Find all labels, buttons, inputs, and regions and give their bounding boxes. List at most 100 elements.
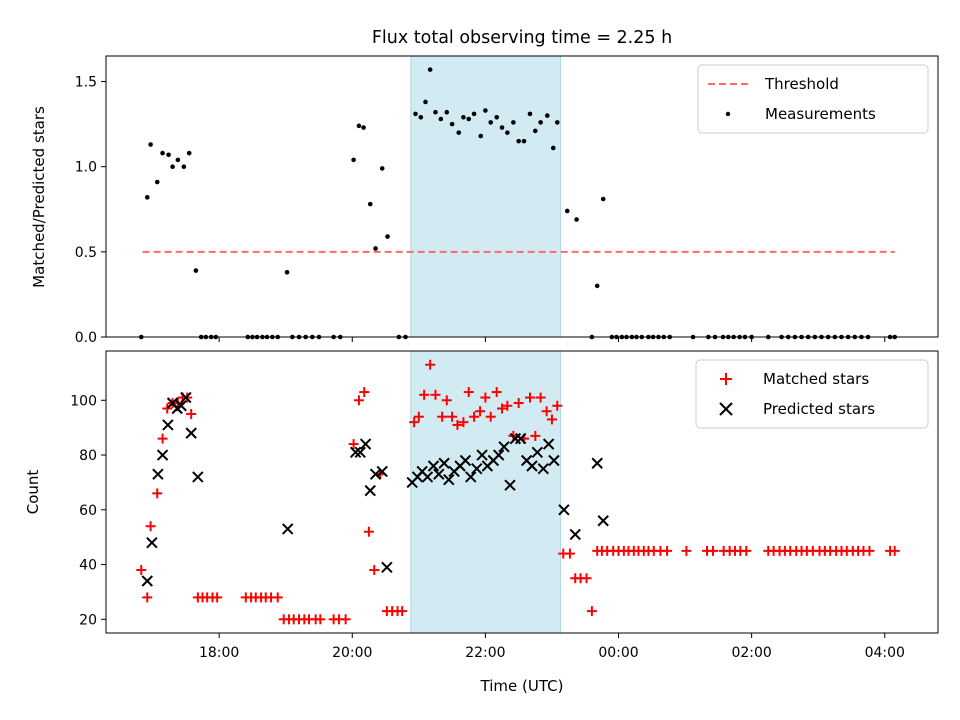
measurement-point [444, 109, 450, 115]
shaded-span-rect [410, 55, 562, 338]
matched-star-point [708, 545, 719, 556]
predicted-star-point [359, 438, 372, 450]
matched-star-point [541, 406, 552, 417]
x-tick-label: 20:00 [332, 645, 372, 661]
matched-star-point [340, 614, 351, 625]
matched-star-point [581, 573, 592, 584]
y-tick-label: 0.5 [75, 245, 97, 261]
matched-star-point [425, 359, 436, 370]
bottom-markers [136, 359, 900, 625]
top-y-axis-label: Matched/Predicted stars [30, 106, 48, 288]
predicted-star-point [185, 427, 197, 439]
y-tick-label: 100 [70, 393, 97, 409]
matched-star-point [513, 398, 524, 409]
measurement-point [427, 67, 433, 72]
measurement-point [186, 150, 192, 156]
top-measurement-markers [138, 67, 898, 340]
x-tick-label: 18:00 [199, 645, 239, 661]
measurement-point [600, 196, 606, 202]
matched-star-point [212, 592, 223, 603]
legend-predicted-label: Predicted stars [763, 400, 875, 418]
predicted-star-point [476, 449, 488, 461]
measurement-point [574, 217, 579, 222]
top-x-ticks [218, 337, 886, 342]
predicted-star-point [192, 471, 204, 483]
top-panel: 0.0 0.5 1.0 1.5 Matched/Predicted stars Thr… [30, 55, 939, 346]
predicted-star-point [175, 400, 187, 412]
measurement-point [538, 120, 543, 125]
legend-matched-label: Matched stars [763, 370, 869, 388]
legend-matched-swatch [720, 373, 732, 385]
legend-predicted-swatch [719, 402, 733, 416]
bottom-x-axis-label: Time (UTC) [480, 677, 564, 695]
predicted-star-point [349, 446, 362, 459]
bottom-x-ticks: 18:00 20:00 22:00 00:00 02:00 04:00 [199, 633, 905, 661]
matched-star-point [152, 488, 163, 499]
matched-star-point [485, 411, 496, 422]
measurement-point [373, 246, 378, 251]
measurement-point [423, 99, 428, 105]
legend-measurements-swatch [725, 111, 731, 117]
matched-star-point [535, 392, 546, 403]
predicted-star-point [531, 446, 544, 459]
matched-star-point [162, 403, 173, 414]
measurement-point [594, 283, 600, 289]
matched-star-point [136, 565, 147, 576]
predicted-star-point [459, 454, 472, 467]
y-tick-label: 20 [79, 612, 97, 628]
measurement-point [367, 201, 373, 207]
top-legend-box [697, 64, 929, 134]
x-tick-label: 04:00 [865, 645, 905, 661]
matched-star-point [502, 400, 513, 411]
matched-star-point [463, 387, 474, 398]
measurement-point [379, 166, 385, 171]
measurement-point [385, 234, 390, 239]
matched-star-point [491, 387, 502, 398]
measurement-point [521, 138, 527, 144]
measurement-point [351, 157, 356, 163]
top-legend: Threshold Measurements [697, 64, 929, 134]
measurement-point [471, 111, 477, 117]
matched-star-point [430, 389, 441, 400]
bottom-legend-box [695, 359, 929, 429]
matched-star-point [662, 545, 673, 556]
matched-star-point [413, 411, 424, 422]
measurement-point [533, 128, 538, 134]
matched-star-point [497, 403, 508, 414]
bottom-legend: Matched stars Predicted stars [695, 359, 929, 429]
measurement-point [433, 109, 438, 115]
measurement-point [181, 164, 187, 169]
matched-star-point [681, 545, 692, 556]
predicted-star-point [152, 468, 164, 480]
measurement-point [438, 116, 444, 122]
top-shaded-span [410, 55, 562, 338]
y-tick-label: 80 [79, 448, 97, 464]
predicted-star-point [558, 504, 570, 516]
matched-star-point [272, 592, 283, 603]
x-tick-label: 22:00 [465, 645, 505, 661]
predicted-star-point [381, 561, 393, 573]
measurement-point [511, 120, 516, 125]
measurement-point [466, 116, 472, 122]
predicted-star-point [433, 468, 445, 480]
predicted-star-point [504, 479, 516, 491]
predicted-star-point [376, 465, 388, 478]
measurement-point [356, 123, 362, 129]
predicted-star-point [438, 457, 450, 469]
measurement-point [483, 108, 488, 113]
measurement-point [160, 150, 165, 156]
matched-star-point [363, 526, 374, 537]
predicted-star-point [569, 528, 581, 541]
measurement-point [148, 142, 153, 147]
predicted-star-point [146, 536, 158, 549]
y-tick-label: 0.0 [75, 330, 97, 346]
predicted-star-point [354, 446, 366, 459]
predicted-star-point [498, 441, 510, 453]
measurement-point [166, 152, 171, 158]
predicted-star-point [465, 471, 477, 483]
matched-star-point [157, 433, 168, 444]
measurement-point [461, 115, 466, 120]
measurement-point [499, 125, 505, 130]
measurement-point [413, 111, 418, 117]
predicted-star-point [542, 438, 555, 450]
